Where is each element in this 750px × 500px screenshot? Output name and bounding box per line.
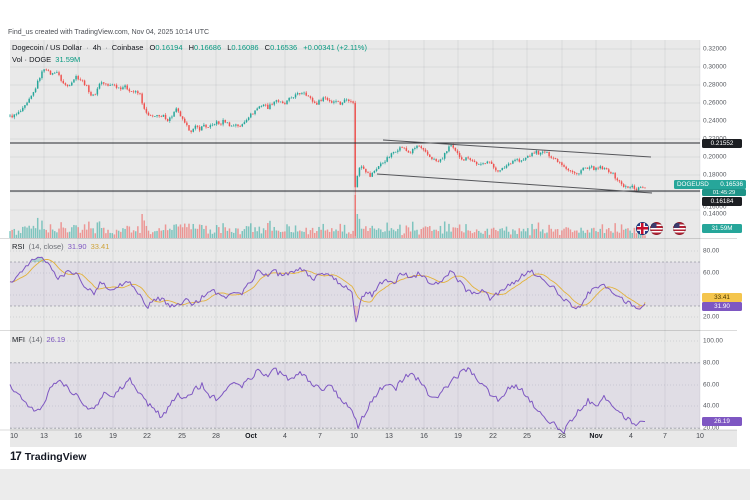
price-axis-label: 0.28000: [703, 81, 727, 89]
tradingview-logo[interactable]: 17 TradingView: [10, 451, 86, 463]
high-label: H: [188, 43, 195, 52]
time-axis-label: 28: [558, 433, 566, 440]
rsi-ma-badge: 33.41: [702, 292, 742, 302]
mfi-value: 26.19: [46, 335, 66, 344]
time-axis-label: 4: [283, 433, 287, 440]
volume-label: Vol · DOGE: [12, 55, 52, 64]
time-axis-label: 28: [212, 433, 220, 440]
last-price-value: 0.16536: [720, 181, 743, 188]
time-axis-label: 10: [350, 433, 358, 440]
time-axis-label: 7: [318, 433, 322, 440]
mfi-params: (14): [29, 335, 43, 344]
open-label: O: [149, 43, 156, 52]
symbol-legend[interactable]: Dogecoin / US Dollar · 4h · Coinbase O0.…: [12, 43, 367, 52]
time-axis-label: 22: [143, 433, 151, 440]
time-axis-label: 10: [10, 433, 18, 440]
time-axis-label: 25: [178, 433, 186, 440]
bar-countdown-badge: 01:45:29: [702, 189, 746, 196]
change-value: +0.00341 (+2.11%): [303, 43, 367, 52]
tradingview-logo-text: TradingView: [24, 451, 87, 463]
time-axis-label: Oct: [245, 433, 257, 440]
mfi-axis-label: 60.00: [703, 381, 720, 389]
mfi-title: MFI: [12, 335, 25, 344]
price-axis-label: 0.30000: [703, 63, 727, 71]
interval-label: 4h: [92, 43, 102, 52]
time-axis-label: 25: [523, 433, 531, 440]
rsi-axis-label: 80.00: [703, 247, 720, 255]
attribution-text: Find_us created with TradingView.com, No…: [8, 29, 210, 36]
price-axis-label: 0.32000: [703, 45, 727, 53]
price-axis-label: 0.18000: [703, 171, 727, 179]
low-label: L: [227, 43, 232, 52]
mfi-axis-label: 100.00: [703, 337, 723, 345]
price-line-upper-badge: 0.21552: [702, 138, 742, 148]
rsi-pane-legend[interactable]: RSI (14, close) 31.90 33.41: [12, 242, 109, 251]
time-axis-label: 4: [629, 433, 633, 440]
us-flag-icon[interactable]: [650, 222, 663, 235]
close-label: C: [264, 43, 271, 52]
time-axis-label: 10: [696, 433, 704, 440]
us-flag-icon[interactable]: [673, 222, 686, 235]
time-axis-label: 19: [109, 433, 117, 440]
symbol-tag: DOGEUSD: [677, 181, 709, 188]
mfi-axis-label: 20.00: [703, 424, 720, 432]
tradingview-logo-icon: 17: [10, 451, 22, 463]
last-price-badge: DOGEUSD 0.16536: [674, 180, 746, 189]
time-axis-background: [10, 430, 737, 447]
rsi-value: 31.90: [67, 242, 87, 251]
mfi-axis-label: 40.00: [703, 402, 720, 410]
rsi-axis-label: 20.00: [703, 313, 720, 321]
time-axis-label: 13: [40, 433, 48, 440]
uk-flag-icon[interactable]: [636, 222, 649, 235]
rsi-badge: 31.90: [702, 302, 742, 311]
legend-separator: ·: [105, 43, 108, 52]
footer-band: [0, 469, 750, 500]
price-axis-label: 0.20000: [703, 153, 727, 161]
time-axis-label: 16: [74, 433, 82, 440]
low-value: 0.16086: [231, 43, 259, 52]
mfi-pane-legend[interactable]: MFI (14) 26.19: [12, 335, 65, 344]
rsi-params: (14, close): [28, 242, 64, 251]
open-value: 0.16194: [155, 43, 183, 52]
legend-separator: ·: [86, 43, 89, 52]
volume-legend[interactable]: Vol · DOGE 31.59M: [12, 55, 80, 64]
time-axis-label: 19: [454, 433, 462, 440]
time-axis-label: 22: [489, 433, 497, 440]
high-value: 0.16686: [194, 43, 222, 52]
rsi-axis-label: 60.00: [703, 269, 720, 277]
volume-value: 31.59M: [55, 55, 81, 64]
price-axis-label: 0.26000: [703, 99, 727, 107]
time-axis-label: Nov: [589, 433, 603, 440]
rsi-title: RSI: [12, 242, 25, 251]
time-axis-label: 7: [663, 433, 667, 440]
time-axis-label: 13: [385, 433, 393, 440]
volume-badge: 31.59M: [702, 223, 742, 233]
time-axis-label: 16: [420, 433, 428, 440]
mfi-badge: 26.19: [702, 417, 742, 426]
rsi-ma-value: 33.41: [90, 242, 110, 251]
symbol-name: Dogecoin / US Dollar: [12, 43, 83, 52]
mfi-axis-label: 80.00: [703, 359, 720, 367]
price-axis-label: 0.14000: [703, 210, 727, 218]
exchange-label: Coinbase: [111, 43, 144, 52]
close-value: 0.16536: [270, 43, 298, 52]
price-axis-label: 0.24000: [703, 117, 727, 125]
price-line-lower-badge: 0.16184: [702, 196, 742, 206]
price-axis-label: 0.16000: [703, 203, 727, 210]
